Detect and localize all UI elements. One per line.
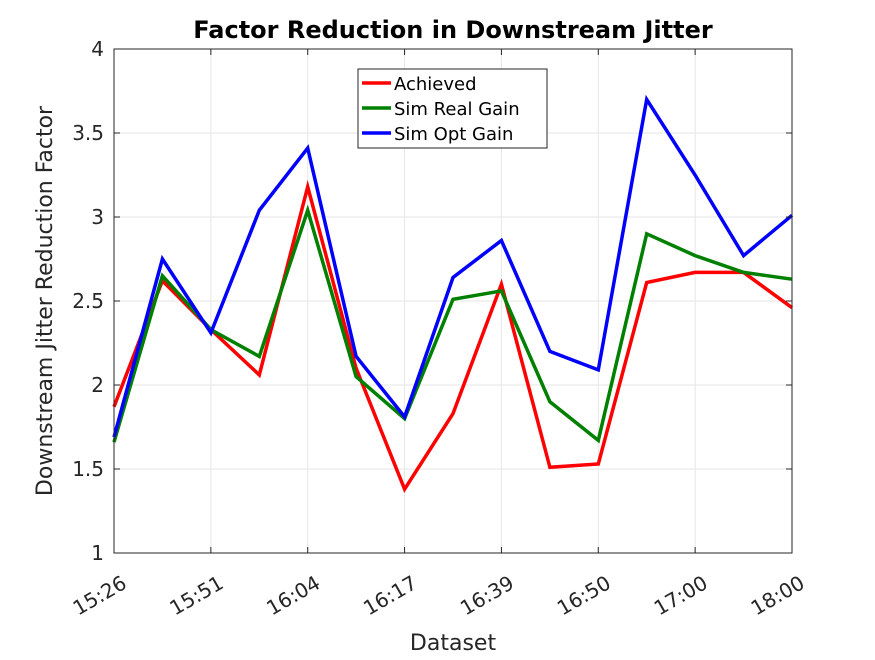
series-line-sim-real-gain [112,204,793,444]
y-tick-label: 1 [91,541,104,565]
legend: Achieved Sim Real Gain Sim Opt Gain [357,68,548,149]
y-tick-label: 1.5 [72,457,104,481]
y-axis-ticks: 1 1.5 2 2.5 3 3.5 4 [72,37,792,565]
y-tick-label: 3 [91,205,104,229]
series-lines [112,94,794,494]
legend-label: Achieved [394,74,477,95]
y-tick-label: 4 [91,37,104,61]
y-tick-label: 2 [91,373,104,397]
legend-label: Sim Opt Gain [394,124,513,145]
y-axis-label: Downstream Jitter Reduction Factor [33,105,58,496]
y-tick-label: 3.5 [72,121,104,145]
x-axis-label: Dataset [410,631,497,656]
y-tick-label: 2.5 [72,289,104,313]
series-line-sim-opt-gain [112,94,794,438]
chart-title: Factor Reduction in Downstream Jitter [193,16,713,44]
series-line-achieved [112,179,794,494]
legend-label: Sim Real Gain [394,99,520,120]
